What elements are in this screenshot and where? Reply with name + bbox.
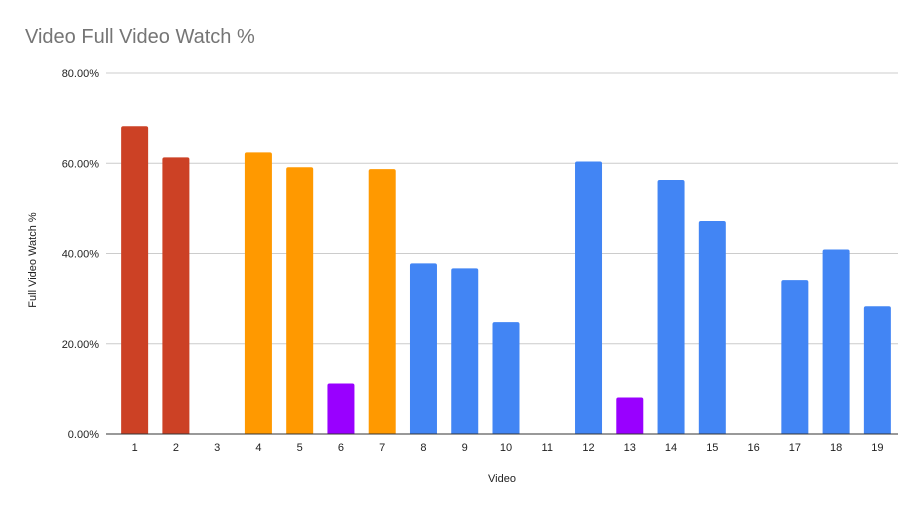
gridlines xyxy=(106,72,898,345)
x-tick-label: 1 xyxy=(132,442,138,454)
bar-video-1 xyxy=(121,126,149,434)
x-tick-label: 19 xyxy=(871,442,883,454)
x-tick-label: 18 xyxy=(830,442,842,454)
x-tick-label: 13 xyxy=(624,442,636,454)
bar-video-18 xyxy=(822,249,850,434)
x-axis-title: Video xyxy=(488,473,516,485)
x-tick-label: 4 xyxy=(255,442,261,454)
bar-video-8 xyxy=(409,263,437,434)
x-tick-label: 17 xyxy=(789,442,801,454)
y-tick-label: 80.00% xyxy=(62,68,100,80)
y-tick-label: 20.00% xyxy=(62,339,100,351)
bar-video-15 xyxy=(698,221,726,434)
bar-video-6 xyxy=(327,383,355,434)
bar-video-13 xyxy=(616,397,644,434)
x-tick-label: 7 xyxy=(379,442,385,454)
bar-video-7 xyxy=(368,169,396,434)
x-tick-label: 15 xyxy=(706,442,718,454)
y-axis-title: Full Video Watch % xyxy=(27,212,39,308)
x-tick-label: 6 xyxy=(338,442,344,454)
bar-video-5 xyxy=(286,167,314,434)
chart-title: Video Full Video Watch % xyxy=(25,26,255,48)
x-tick-label: 5 xyxy=(297,442,303,454)
bars xyxy=(121,126,891,435)
bar-video-10 xyxy=(492,322,520,434)
bar-video-14 xyxy=(657,179,685,434)
y-axis-ticks: 0.00% 20.00% 40.00% 60.00% 80.00% xyxy=(62,68,100,441)
x-tick-label: 8 xyxy=(420,442,426,454)
bar-video-12 xyxy=(575,161,603,434)
bar-video-2 xyxy=(162,157,190,435)
x-tick-label: 3 xyxy=(214,442,220,454)
y-tick-label: 60.00% xyxy=(62,158,100,170)
x-axis-ticks: 1 2 3 4 5 6 7 8 9 10 11 12 13 14 15 16 17 18 19 xyxy=(132,442,884,454)
x-tick-label: 10 xyxy=(500,442,512,454)
x-tick-label: 11 xyxy=(542,442,553,454)
x-tick-label: 9 xyxy=(462,442,468,454)
y-tick-label: 0.00% xyxy=(68,429,99,441)
bar-video-19 xyxy=(863,306,891,434)
bar-video-4 xyxy=(244,152,272,435)
bar-video-9 xyxy=(451,268,479,434)
x-tick-label: 12 xyxy=(582,442,594,454)
bar-video-17 xyxy=(781,280,809,434)
x-tick-label: 16 xyxy=(747,442,759,454)
x-tick-label: 14 xyxy=(665,442,677,454)
x-tick-label: 2 xyxy=(173,442,179,454)
y-tick-label: 40.00% xyxy=(62,249,100,261)
